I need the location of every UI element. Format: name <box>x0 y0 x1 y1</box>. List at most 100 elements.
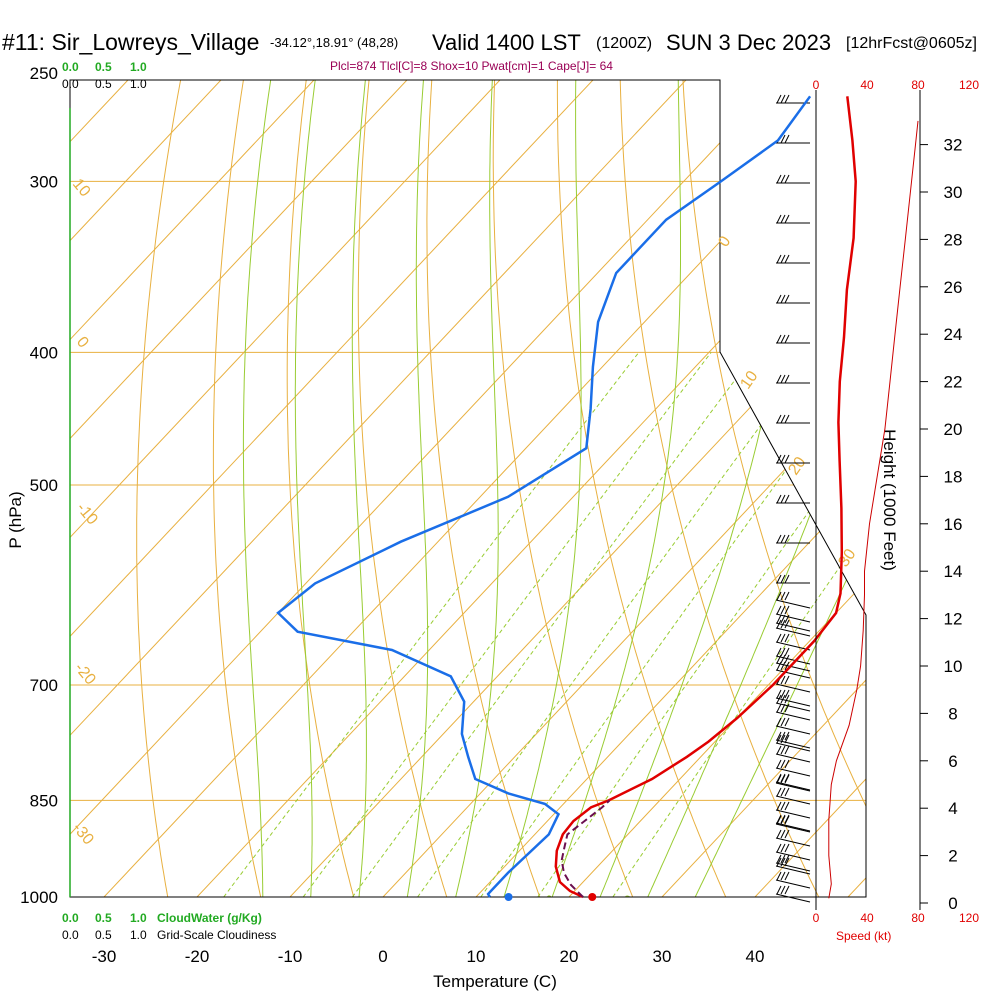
wind-barb <box>775 857 811 875</box>
barb-flag <box>780 787 786 797</box>
barb-flag <box>784 619 790 629</box>
barb-flag <box>780 815 786 825</box>
wind-barb <box>776 454 810 464</box>
barb-flag <box>780 829 786 839</box>
barb-flag <box>776 374 782 384</box>
isotherm--70 <box>70 80 507 897</box>
barb-flag <box>784 94 790 104</box>
barb-staff <box>775 662 811 672</box>
wind-barb <box>776 374 810 384</box>
mixing-line-8 <box>480 352 866 897</box>
barb-flag <box>784 801 790 811</box>
height-label-8: 8 <box>948 704 957 723</box>
wind-barb <box>775 871 811 889</box>
temp-label-20: 20 <box>560 947 579 966</box>
mixing-line-3 <box>351 352 757 897</box>
speed-axis-label: Speed (kt) <box>836 929 891 943</box>
wind-barb <box>776 414 810 424</box>
barb-flag <box>776 773 782 783</box>
barb-flag <box>784 633 790 643</box>
height-label-6: 6 <box>948 752 957 771</box>
wind-barb <box>775 745 811 763</box>
barb-staff <box>775 655 811 665</box>
height-label-4: 4 <box>948 799 957 818</box>
moist-adiabat-20 <box>541 80 681 897</box>
barb-flag <box>784 675 790 685</box>
barb-flag <box>784 689 790 699</box>
mixing-line-1 <box>223 352 640 897</box>
dry-adiabat-370 <box>929 49 1000 926</box>
dry-adiabat-280 <box>357 80 457 897</box>
pressure-label-700: 700 <box>30 676 58 695</box>
barb-staff <box>775 851 811 861</box>
wind-barb <box>776 294 810 304</box>
barb-flag <box>784 661 790 671</box>
wind-barb <box>775 759 811 777</box>
mixing-label-8: 8 <box>481 898 499 914</box>
mixing-line-20 <box>612 352 866 897</box>
isotherm-label-left-2: -10 <box>73 500 101 529</box>
mixing-label-3: 3 <box>353 898 371 914</box>
barb-flag <box>784 787 790 797</box>
barb-flag <box>784 871 790 881</box>
height-label-20: 20 <box>944 420 963 439</box>
barb-staff <box>775 613 811 623</box>
height-label-22: 22 <box>944 373 963 392</box>
speed-bottom-120: 120 <box>959 911 979 925</box>
cloudiness-label: Grid-Scale Cloudiness <box>157 928 276 942</box>
barb-flag <box>776 661 782 671</box>
wind-barb <box>775 731 811 749</box>
barb-flag <box>780 214 786 224</box>
barb-flag <box>780 591 786 601</box>
barb-flag <box>776 857 782 867</box>
barb-flag <box>784 734 790 744</box>
barb-flag <box>776 734 782 744</box>
barb-flag <box>780 619 786 629</box>
barb-staff <box>775 697 811 707</box>
barb-flag <box>784 885 790 895</box>
barb-flag <box>776 254 782 264</box>
barb-flag <box>784 857 790 867</box>
barb-flag <box>776 619 782 629</box>
wind-barb <box>775 815 811 833</box>
dry-adiabat-250 <box>136 80 188 897</box>
dry-adiabat-310 <box>556 80 740 897</box>
plot-frame <box>69 79 867 898</box>
wind-barb <box>775 661 811 679</box>
barb-flag <box>784 591 790 601</box>
mixing-label-20: 20 <box>615 892 637 914</box>
barb-flag <box>784 815 790 825</box>
barb-flag <box>776 174 782 184</box>
surface-temperature-marker <box>588 893 597 901</box>
barb-flag <box>780 675 786 685</box>
moist-adiabat-35 <box>680 80 866 897</box>
barb-flag <box>776 294 782 304</box>
pressure-label-400: 400 <box>30 343 58 362</box>
speed-bottom-80: 80 <box>911 911 925 925</box>
wind-barb <box>776 254 810 264</box>
isotherm--40 <box>70 80 786 897</box>
moist-adiabat-0 <box>351 80 370 897</box>
station-coords: -34.12°,18.91° (48,28) <box>270 35 398 50</box>
height-label-10: 10 <box>944 657 963 676</box>
barb-flag <box>784 605 790 615</box>
barb-staff <box>775 641 811 651</box>
wind-barb <box>775 605 811 623</box>
pressure-label-250: 250 <box>30 64 58 83</box>
cloud-top-black-1: 0.5 <box>95 77 112 91</box>
cloud-bottom-green-1: 0.5 <box>95 911 112 925</box>
wind-barb <box>775 689 811 707</box>
barb-flag <box>776 815 782 825</box>
barb-flag <box>776 334 782 344</box>
barb-flag <box>780 689 786 699</box>
forecast-label: [12hrFcst@0605z] <box>846 35 977 52</box>
dewpoint-profile <box>276 95 812 898</box>
barb-flag <box>776 703 782 713</box>
wind-barb <box>775 801 811 819</box>
barb-flag <box>780 574 786 584</box>
barb-flag <box>784 647 790 657</box>
barb-flag <box>784 254 790 264</box>
barb-flag <box>784 843 790 853</box>
